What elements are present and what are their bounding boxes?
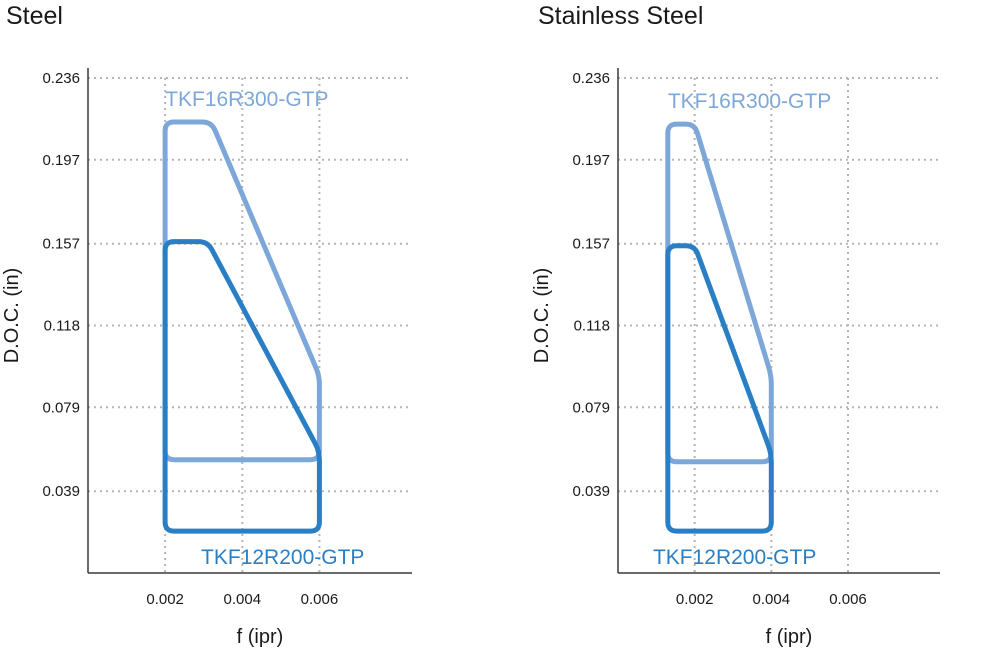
y-tick-label: 0.236 bbox=[572, 70, 610, 87]
y-axis-label: D.O.C. (in) bbox=[531, 268, 553, 364]
x-tick-label: 0.006 bbox=[829, 591, 867, 608]
y-tick-label: 0.039 bbox=[572, 483, 610, 500]
chart-svg-stainless-steel: 0.039 0.079 0.118 0.157 0.197 0.236 0.002 0.004… bbox=[531, 68, 940, 648]
series-label: TKF12R200-GTP bbox=[201, 546, 364, 569]
y-tick-label: 0.197 bbox=[572, 152, 610, 169]
y-tick-label: 0.079 bbox=[42, 399, 80, 416]
x-axis-label: f (ipr) bbox=[237, 626, 284, 648]
series-label: TKF16R300-GTP bbox=[165, 88, 328, 111]
chart-title: Stainless Steel bbox=[538, 2, 704, 30]
y-tick-label: 0.157 bbox=[42, 236, 80, 253]
y-tick-label: 0.197 bbox=[42, 152, 80, 169]
y-tick-label: 0.157 bbox=[572, 236, 610, 253]
x-axis-label: f (ipr) bbox=[766, 626, 813, 648]
series-region bbox=[162, 239, 322, 534]
y-tick-label: 0.118 bbox=[44, 318, 80, 335]
y-tick-label: 0.236 bbox=[42, 70, 80, 87]
x-tick-label: 0.006 bbox=[301, 591, 339, 608]
chart-title: Steel bbox=[6, 2, 63, 30]
x-tick-label: 0.004 bbox=[753, 591, 791, 608]
chart-svg-steel: 0.039 0.079 0.118 0.157 0.197 0.236 0.002 0.004… bbox=[1, 68, 412, 648]
chart-panel-stainless-steel: Stainless Steel 0.039 0.079 0.118 0.157 0.19… bbox=[500, 0, 1000, 650]
y-tick-label: 0.039 bbox=[42, 483, 80, 500]
x-tick-label: 0.004 bbox=[224, 591, 262, 608]
x-tick-label: 0.002 bbox=[146, 591, 184, 608]
series-label: TKF12R200-GTP bbox=[653, 546, 816, 569]
y-tick-label: 0.079 bbox=[572, 399, 610, 416]
series-label: TKF16R300-GTP bbox=[668, 90, 831, 113]
y-axis-label: D.O.C. (in) bbox=[1, 268, 23, 364]
series-region bbox=[665, 243, 774, 534]
x-tick-label: 0.002 bbox=[676, 591, 714, 608]
y-tick-label: 0.118 bbox=[574, 318, 610, 335]
chart-panel-steel: Steel 0.039 0.079 0.118 0.157 0.197 0.236 0.00… bbox=[0, 0, 500, 650]
